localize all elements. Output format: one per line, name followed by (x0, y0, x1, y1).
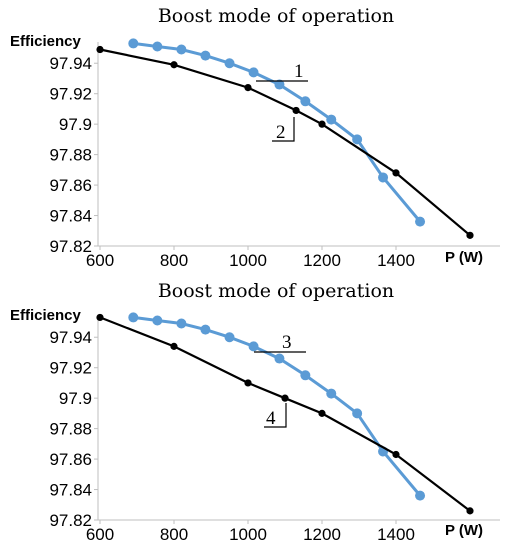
x-tick-label: 600 (86, 251, 114, 270)
x-tick-label: 1400 (377, 251, 415, 270)
annotation-label: 2 (276, 122, 286, 143)
data-point (274, 79, 285, 90)
data-point (248, 67, 259, 78)
y-tick-label: 97.92 (49, 85, 92, 104)
y-tick-label: 97.94 (49, 328, 92, 347)
y-tick-label: 97.88 (49, 420, 92, 439)
annotation-leader (264, 403, 287, 428)
data-point (176, 44, 187, 55)
x-tick-label: 800 (160, 251, 188, 270)
data-point (466, 231, 474, 239)
annotation-label: 4 (266, 408, 276, 429)
chart-title-2: Boost mode of operation (158, 280, 394, 302)
annotation-label: 1 (294, 61, 304, 82)
data-point (392, 169, 400, 177)
data-point (300, 96, 311, 107)
y-tick-label: 97.86 (49, 176, 92, 195)
data-point (200, 50, 211, 61)
data-point (292, 106, 300, 115)
y-tick-label: 97.82 (49, 237, 92, 256)
data-point (224, 58, 235, 69)
data-point (224, 332, 235, 343)
data-point (170, 61, 178, 69)
y-tick-label: 97.84 (49, 481, 92, 500)
y-tick-label: 97.82 (49, 511, 92, 530)
data-point (352, 134, 363, 145)
x-tick-label: 1400 (377, 525, 415, 544)
y-axis-label-1: Efficiency (10, 33, 82, 50)
data-point (176, 318, 187, 329)
data-point (152, 41, 163, 52)
data-point (200, 324, 211, 335)
x-tick-label: 1200 (303, 525, 341, 544)
data-point (170, 342, 178, 350)
data-point (281, 394, 289, 402)
y-tick-label: 97.9 (59, 389, 92, 408)
annotation-leader (272, 117, 295, 142)
data-point (378, 172, 389, 183)
x-tick-label: 1200 (303, 251, 341, 270)
data-point (326, 388, 337, 399)
data-point (128, 312, 139, 323)
x-tick-label: 800 (160, 525, 188, 544)
y-axis-label-2: Efficiency (10, 307, 82, 324)
data-point (318, 120, 326, 128)
data-point (248, 341, 259, 352)
data-point (96, 313, 104, 322)
data-point (152, 315, 163, 326)
x-tick-label: 600 (86, 525, 114, 544)
data-point (392, 450, 400, 459)
y-tick-label: 97.9 (59, 115, 92, 134)
y-tick-label: 97.92 (49, 359, 92, 378)
data-point (274, 353, 285, 364)
data-point (300, 370, 311, 381)
data-point (128, 38, 139, 49)
annotation-label: 3 (282, 332, 292, 353)
y-tick-label: 97.84 (49, 207, 92, 226)
x-axis-label-1: P (W) (445, 249, 483, 266)
data-point (318, 409, 326, 417)
data-point (415, 216, 426, 227)
chart-title-1: Boost mode of operation (158, 5, 394, 27)
data-point (326, 114, 337, 125)
x-axis-label-2: P (W) (445, 522, 483, 539)
data-point (244, 379, 252, 387)
data-point (352, 408, 363, 419)
data-point (96, 45, 104, 54)
data-point (415, 490, 426, 501)
data-point (466, 507, 474, 515)
x-tick-label: 1000 (229, 525, 267, 544)
y-tick-label: 97.88 (49, 146, 92, 165)
y-tick-label: 97.94 (49, 54, 92, 73)
data-point (244, 84, 252, 92)
x-tick-label: 1000 (229, 251, 267, 270)
y-tick-label: 97.86 (49, 450, 92, 469)
